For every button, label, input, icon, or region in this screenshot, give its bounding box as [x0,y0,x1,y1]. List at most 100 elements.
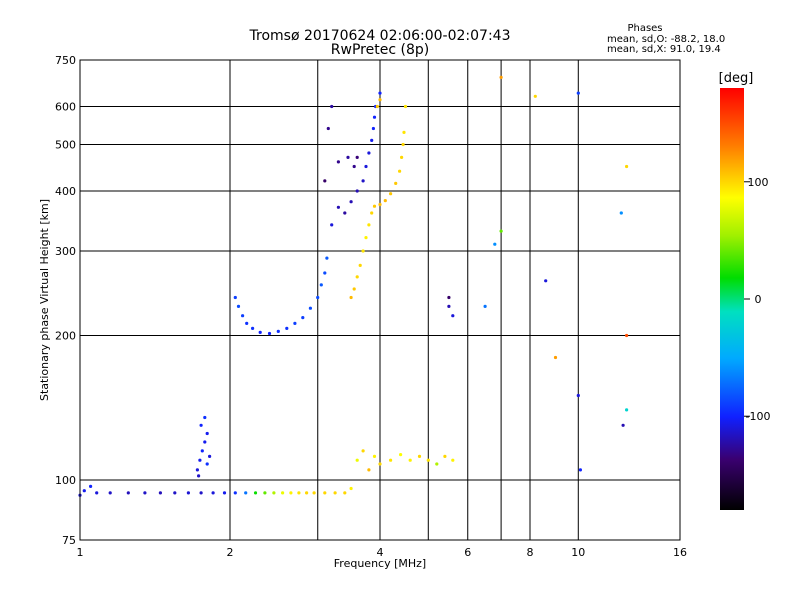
data-point [352,287,356,291]
data-point [208,454,212,458]
data-point [82,489,86,493]
data-point [325,256,329,260]
x-tick-labels: 1 2 4 6 8 10 16 [77,546,688,559]
y-axis-label: Stationary phase Virtual Height [km] [38,199,51,401]
data-point [370,211,374,215]
data-point [195,468,199,472]
x-tick-label: 2 [227,546,234,559]
data-point [244,491,248,495]
y-tick-label: 600 [55,101,76,114]
data-point [435,462,439,466]
plot-frame [79,59,681,541]
y-tick-label: 300 [55,245,76,258]
data-point [198,458,202,462]
data-point [576,393,580,398]
data-point [346,155,350,159]
x-tick-label: 4 [377,546,384,559]
data-point [367,223,371,227]
data-point [263,491,267,495]
data-point [323,179,327,183]
stats-line-x: mean, sd,X: 91.0, 19.4 [607,44,721,55]
data-point [319,283,323,287]
colorbar-tick-label: 100 [748,176,769,189]
data-point [89,484,93,488]
data-point [222,491,227,495]
data-point [251,326,255,330]
data-point [401,142,405,147]
data-point [241,314,245,318]
data-point [272,491,276,495]
data-point [203,440,207,444]
data-point [408,458,412,462]
data-point [349,200,353,204]
x-axis-label: Frequency [MHz] [334,557,426,570]
data-point [544,279,548,283]
data-point [199,423,203,427]
colorbar-tick-label: 0 [755,293,762,306]
data-point [253,491,258,495]
colorbar-ticks: 100 0 -100 [744,176,770,423]
data-point [343,211,347,215]
data-point [402,130,406,134]
data-point [267,331,272,336]
data-point [372,204,377,208]
data-point [352,164,356,169]
data-point [200,449,204,453]
data-point [499,229,503,233]
y-tick-labels: 75 100 200 300 400 500 600 750 [55,54,76,547]
y-tick-label: 400 [55,185,76,198]
data-point [355,189,359,193]
data-point [367,468,371,472]
data-point [233,295,237,300]
data-point [625,333,629,338]
data-point [285,326,289,330]
data-point [205,431,209,436]
data-point [483,304,487,308]
x-tick-label: 6 [464,546,471,559]
data-point [451,458,455,462]
data-point [301,316,305,320]
data-point [236,304,241,308]
data-point [323,271,327,275]
data-point [553,355,558,360]
x-tick-label: 1 [77,546,84,559]
data-point [336,160,340,164]
data-point [625,164,629,169]
data-point [312,491,316,495]
data-point [378,91,382,95]
data-point [293,321,297,325]
data-point [336,205,340,209]
colorbar [720,88,744,510]
data-point [355,275,359,279]
stats-heading: Phases [627,23,662,34]
data-point [378,462,382,466]
data-point [281,491,285,495]
data-point [372,454,377,458]
data-point [199,491,203,495]
data-point [370,138,374,142]
data-point [367,151,371,155]
data-point [493,242,497,246]
x-tick-label: 10 [571,546,585,559]
data-point [358,263,362,267]
data-point [447,295,451,300]
data-point [316,295,320,300]
data-point [375,104,379,109]
y-tick-label: 750 [55,54,76,67]
data-point [417,454,422,458]
chart-title: Tromsø 20170624 02:06:00-02:07:43 [249,28,511,44]
data-point [108,491,112,495]
data-point [305,491,309,495]
data-point [173,491,177,495]
data-point [443,454,447,458]
data-point [158,491,162,495]
data-point [203,415,207,420]
data-point [355,458,359,462]
data-point [143,491,147,495]
data-point [619,211,623,215]
data-point [383,199,387,203]
data-point [625,408,629,412]
data-point [186,491,190,495]
data-point [398,169,402,173]
